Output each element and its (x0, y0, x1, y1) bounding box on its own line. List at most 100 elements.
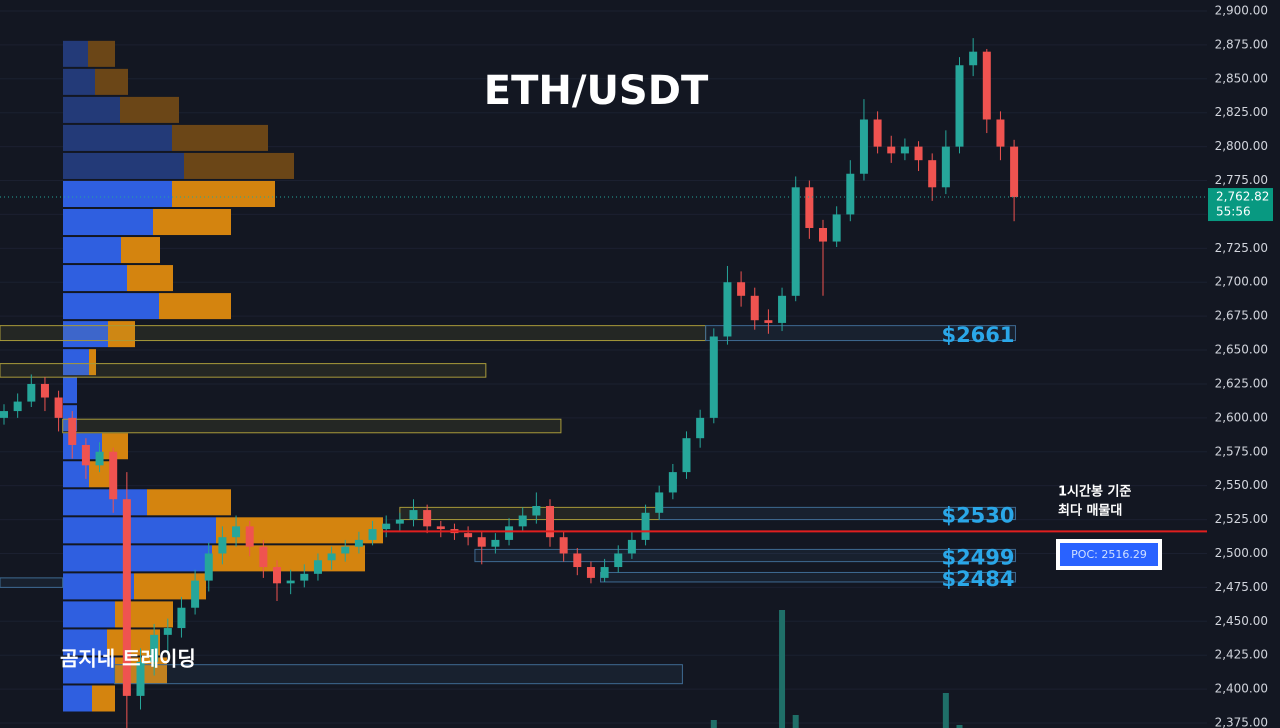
y-tick-label: 2,825.00 (1215, 105, 1268, 119)
y-tick-label: 2,625.00 (1215, 376, 1268, 390)
y-tick-label: 2,375.00 (1215, 716, 1268, 728)
profile-buy (63, 377, 77, 404)
zone (0, 363, 487, 378)
profile-buy (63, 68, 95, 95)
profile-sell (216, 517, 383, 544)
candle-body (232, 526, 241, 538)
candle-body (641, 512, 650, 540)
profile-sell (120, 96, 179, 123)
y-tick-label: 2,425.00 (1215, 648, 1268, 662)
y-tick-label: 2,550.00 (1215, 478, 1268, 492)
candle-body (273, 567, 281, 584)
candle-body (709, 336, 718, 418)
profile-sell (172, 180, 275, 208)
candle-body (327, 553, 336, 561)
candle-body (969, 51, 978, 66)
candle-body (832, 214, 841, 242)
candle-body (696, 417, 705, 439)
zone (399, 506, 660, 521)
profile-buy (63, 629, 107, 656)
candle-body (900, 146, 909, 154)
candle-body (627, 539, 636, 554)
candle-body (982, 51, 991, 120)
zone (0, 577, 64, 588)
candle-body (218, 537, 227, 554)
profile-buy (63, 152, 184, 179)
profile-buy (63, 349, 89, 376)
profile-sell (159, 293, 231, 320)
candle-body (996, 119, 1005, 147)
zone-label: $2499 (941, 546, 1014, 570)
candle-body (873, 119, 882, 147)
chart-title: ETH/USDT (484, 68, 709, 114)
zone (705, 325, 1016, 342)
price-tag-value: 2,762.82 (1216, 190, 1269, 204)
candle-body (1010, 146, 1019, 198)
candle-body (928, 160, 937, 188)
zones: $2661 $2530 $2499$2484 (0, 323, 1016, 685)
profile-buy (63, 461, 89, 488)
candle-body (368, 529, 377, 540)
candle-body (464, 533, 473, 538)
candle-body (409, 510, 418, 520)
profile-buy (63, 685, 92, 712)
candle-body (54, 397, 63, 418)
candle-body (245, 526, 254, 547)
candle-body (191, 580, 200, 608)
y-tick-label: 2,400.00 (1215, 682, 1268, 696)
candle-body (819, 227, 827, 242)
candle-body (68, 417, 77, 445)
volume-bar (710, 720, 717, 728)
profile-sell (89, 461, 110, 488)
volume-bars (710, 610, 963, 728)
zone (600, 571, 1016, 583)
candle-body (423, 510, 432, 527)
profile-buy (63, 573, 134, 600)
profile-sell (153, 209, 231, 236)
y-tick-label: 2,850.00 (1215, 71, 1268, 85)
profile-buy (63, 545, 212, 572)
candle-body (177, 607, 186, 629)
candle-body (150, 634, 159, 662)
profile-buy (63, 265, 127, 292)
zone-label: $2661 (941, 323, 1014, 347)
zone (474, 548, 1016, 563)
candle-body (13, 401, 22, 412)
profile-buy (63, 517, 216, 544)
candle-body (163, 628, 172, 635)
candle-body (477, 537, 486, 547)
candle-body (505, 526, 514, 540)
y-tick-label: 2,775.00 (1215, 173, 1268, 187)
price-tag (1208, 188, 1273, 222)
candle-body (559, 537, 568, 554)
candle-body (914, 146, 923, 161)
candle-body (286, 580, 295, 584)
profile-buy (63, 180, 172, 208)
profile-buy (63, 657, 115, 684)
candle-body (532, 506, 541, 516)
profile-sell (147, 489, 231, 516)
profile-buy (63, 124, 172, 151)
candle-body (682, 438, 691, 473)
candle-body (109, 451, 118, 500)
candle-body (204, 553, 213, 581)
y-tick-label: 2,650.00 (1215, 343, 1268, 357)
annotation: 1시간봉 기준 (1058, 484, 1131, 500)
volume-profile (63, 40, 383, 712)
volume-bar (792, 715, 799, 728)
zone (114, 664, 683, 685)
profile-sell (121, 237, 160, 264)
candle-body (955, 65, 964, 147)
candle-body (600, 567, 609, 578)
candle-body (341, 546, 350, 554)
candle-body (737, 282, 746, 296)
profile-sell (95, 68, 128, 95)
profile-sell (184, 152, 294, 179)
candle-body (941, 146, 950, 188)
volume-bar (779, 610, 786, 728)
candle-body (887, 146, 896, 154)
candle-body (81, 444, 90, 466)
annotation: 최다 매물대 (1058, 503, 1122, 519)
